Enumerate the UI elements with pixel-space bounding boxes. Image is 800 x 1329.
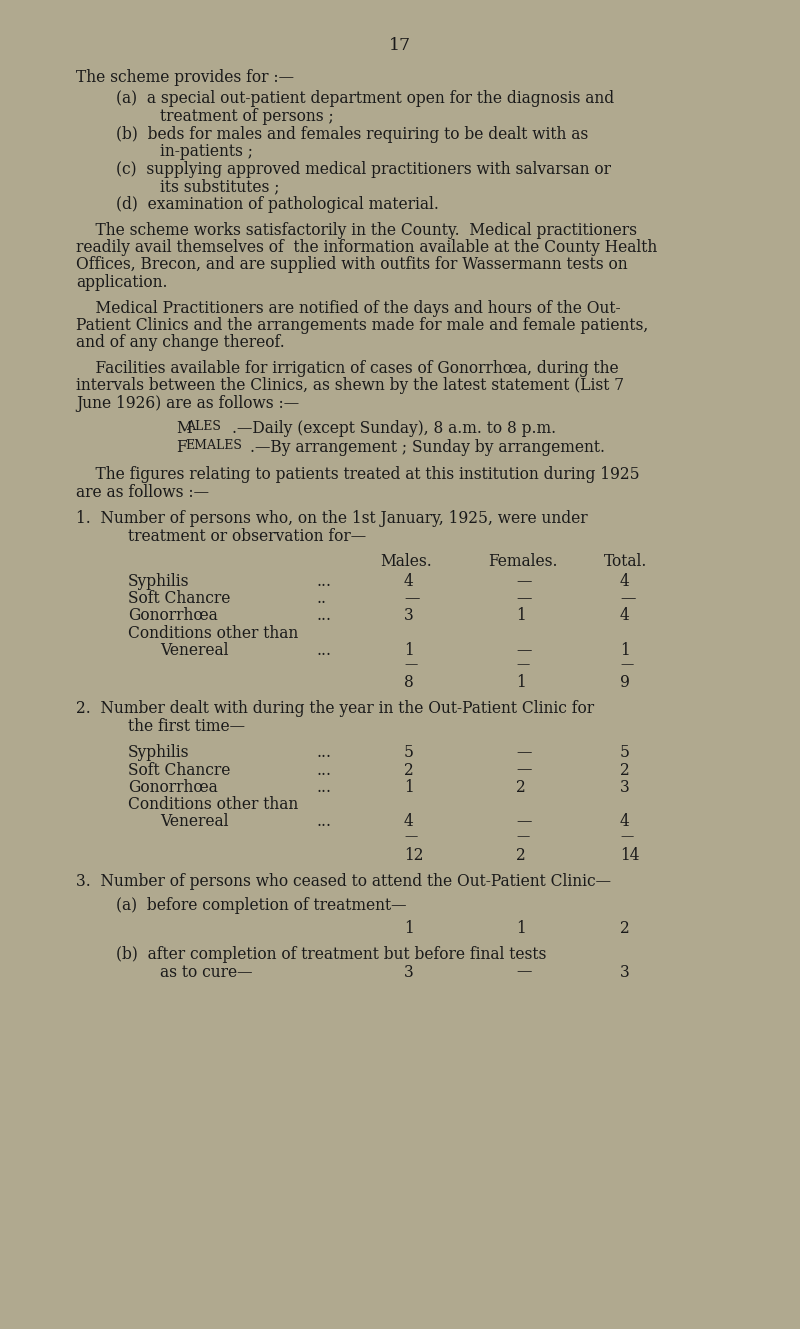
Text: 4: 4 [404, 573, 414, 590]
Text: The scheme provides for :—: The scheme provides for :— [76, 69, 294, 86]
Text: —: — [404, 659, 418, 671]
Text: The scheme works satisfactorily in the County.  Medical practitioners: The scheme works satisfactorily in the C… [76, 222, 637, 239]
Text: 2: 2 [516, 847, 526, 864]
Text: 1: 1 [404, 642, 414, 659]
Text: 1: 1 [516, 607, 526, 625]
Text: ...: ... [316, 813, 331, 831]
Text: 4: 4 [620, 607, 630, 625]
Text: ...: ... [316, 779, 331, 796]
Text: 1.  Number of persons who, on the 1st January, 1925, were under: 1. Number of persons who, on the 1st Jan… [76, 510, 588, 528]
Text: ...: ... [316, 607, 331, 625]
Text: ALES: ALES [186, 420, 221, 433]
Text: 3.  Number of persons who ceased to attend the Out-Patient Clinic—: 3. Number of persons who ceased to atten… [76, 873, 611, 890]
Text: Gonorrhœa: Gonorrhœa [128, 607, 218, 625]
Text: 9: 9 [620, 674, 630, 691]
Text: 4: 4 [620, 813, 630, 831]
Text: .—Daily (except Sunday), 8 a.m. to 8 p.m.: .—Daily (except Sunday), 8 a.m. to 8 p.m… [232, 420, 556, 437]
Text: June 1926) are as follows :—: June 1926) are as follows :— [76, 395, 299, 412]
Text: Syphilis: Syphilis [128, 744, 190, 762]
Text: —: — [516, 744, 531, 762]
Text: Medical Practitioners are notified of the days and hours of the Out-: Medical Practitioners are notified of th… [76, 300, 621, 316]
Text: 5: 5 [620, 744, 630, 762]
Text: Syphilis: Syphilis [128, 573, 190, 590]
Text: treatment or observation for—: treatment or observation for— [128, 528, 366, 545]
Text: (c)  supplying approved medical practitioners with salvarsan or: (c) supplying approved medical practitio… [116, 161, 611, 178]
Text: —: — [516, 642, 531, 659]
Text: EMALES: EMALES [186, 439, 242, 452]
Text: Facilities available for irrigaticn of cases of Gonorrhœa, during the: Facilities available for irrigaticn of c… [76, 360, 618, 377]
Text: Venereal: Venereal [160, 813, 229, 831]
Text: Venereal: Venereal [160, 642, 229, 659]
Text: and of any change thereof.: and of any change thereof. [76, 334, 285, 351]
Text: 8: 8 [404, 674, 414, 691]
Text: ..: .. [316, 590, 326, 607]
Text: Total.: Total. [604, 553, 647, 570]
Text: 1: 1 [404, 779, 414, 796]
Text: .—By arrangement ; Sunday by arrangement.: .—By arrangement ; Sunday by arrangement… [250, 439, 605, 456]
Text: Soft Chancre: Soft Chancre [128, 762, 230, 779]
Text: ...: ... [316, 573, 331, 590]
Text: 3: 3 [620, 779, 630, 796]
Text: 2: 2 [620, 920, 630, 937]
Text: —: — [620, 829, 634, 843]
Text: ...: ... [316, 642, 331, 659]
Text: Patient Clinics and the arrangements made for male and female patients,: Patient Clinics and the arrangements mad… [76, 318, 648, 334]
Text: as to cure—: as to cure— [160, 964, 253, 981]
Text: 2.  Number dealt with during the year in the Out-Patient Clinic for: 2. Number dealt with during the year in … [76, 700, 594, 718]
Text: (a)  a special out-patient department open for the diagnosis and: (a) a special out-patient department ope… [116, 90, 614, 108]
Text: 4: 4 [404, 813, 414, 831]
Text: (a)  before completion of treatment—: (a) before completion of treatment— [116, 897, 406, 914]
Text: —: — [516, 813, 531, 831]
Text: Gonorrhœa: Gonorrhœa [128, 779, 218, 796]
Text: —: — [516, 964, 531, 981]
Text: application.: application. [76, 274, 167, 291]
Text: ...: ... [316, 744, 331, 762]
Text: 12: 12 [404, 847, 423, 864]
Text: 3: 3 [404, 607, 414, 625]
Text: —: — [404, 590, 419, 607]
Text: its substitutes ;: its substitutes ; [160, 178, 279, 195]
Text: 2: 2 [404, 762, 414, 779]
Text: M: M [176, 420, 192, 437]
Text: (d)  examination of pathological material.: (d) examination of pathological material… [116, 195, 439, 213]
Text: —: — [404, 829, 418, 843]
Text: 17: 17 [389, 37, 411, 54]
Text: 5: 5 [404, 744, 414, 762]
Text: Soft Chancre: Soft Chancre [128, 590, 230, 607]
Text: 14: 14 [620, 847, 639, 864]
Text: ...: ... [316, 762, 331, 779]
Text: 4: 4 [620, 573, 630, 590]
Text: Conditions other than: Conditions other than [128, 796, 298, 813]
Text: 1: 1 [516, 920, 526, 937]
Text: 1: 1 [620, 642, 630, 659]
Text: Males.: Males. [380, 553, 432, 570]
Text: 2: 2 [620, 762, 630, 779]
Text: —: — [620, 659, 634, 671]
Text: Offices, Brecon, and are supplied with outfits for Wassermann tests on: Offices, Brecon, and are supplied with o… [76, 256, 628, 274]
Text: —: — [516, 590, 531, 607]
Text: —: — [516, 829, 530, 843]
Text: 1: 1 [516, 674, 526, 691]
Text: treatment of persons ;: treatment of persons ; [160, 108, 334, 125]
Text: —: — [516, 573, 531, 590]
Text: 2: 2 [516, 779, 526, 796]
Text: (b)  beds for males and females requiring to be dealt with as: (b) beds for males and females requiring… [116, 126, 588, 142]
Text: F: F [176, 439, 186, 456]
Text: the first time—: the first time— [128, 718, 245, 735]
Text: —: — [620, 590, 635, 607]
Text: intervals between the Clinics, as shewn by the latest statement (List 7: intervals between the Clinics, as shewn … [76, 377, 624, 395]
Text: in-patients ;: in-patients ; [160, 144, 253, 159]
Text: Females.: Females. [488, 553, 558, 570]
Text: 1: 1 [404, 920, 414, 937]
Text: are as follows :—: are as follows :— [76, 484, 209, 501]
Text: —: — [516, 659, 530, 671]
Text: 3: 3 [620, 964, 630, 981]
Text: (b)  after completion of treatment but before final tests: (b) after completion of treatment but be… [116, 946, 546, 964]
Text: —: — [516, 762, 531, 779]
Text: 3: 3 [404, 964, 414, 981]
Text: readily avail themselves of  the information available at the County Health: readily avail themselves of the informat… [76, 239, 658, 256]
Text: Conditions other than: Conditions other than [128, 625, 298, 642]
Text: The figures relating to patients treated at this institution during 1925: The figures relating to patients treated… [76, 466, 640, 484]
